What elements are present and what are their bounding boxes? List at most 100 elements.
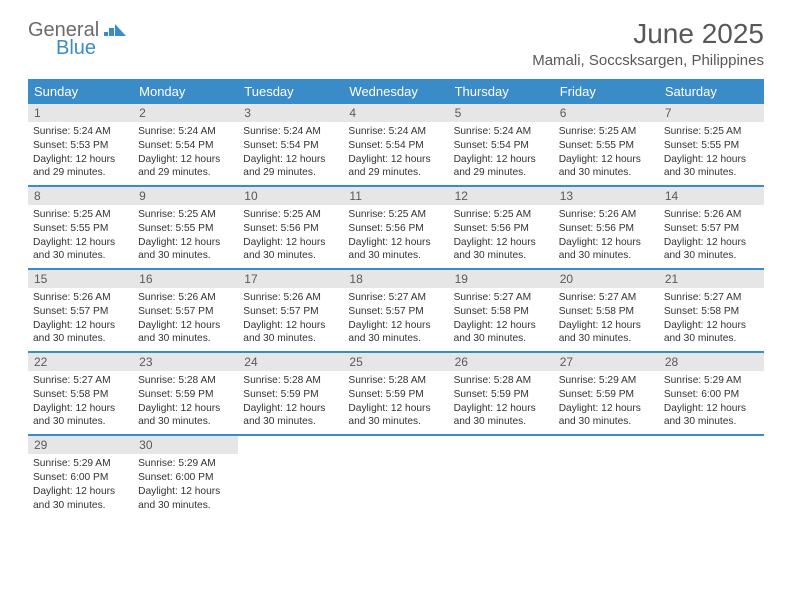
week-row: 1Sunrise: 5:24 AMSunset: 5:53 PMDaylight… bbox=[28, 104, 764, 187]
day-number: 20 bbox=[554, 270, 659, 288]
day-number: 30 bbox=[133, 436, 238, 454]
day-body: Sunrise: 5:25 AMSunset: 5:56 PMDaylight:… bbox=[449, 205, 554, 268]
day-number: 3 bbox=[238, 104, 343, 122]
day-header: Wednesday bbox=[343, 79, 448, 104]
day-body: Sunrise: 5:26 AMSunset: 5:57 PMDaylight:… bbox=[28, 288, 133, 351]
day-body: Sunrise: 5:24 AMSunset: 5:54 PMDaylight:… bbox=[343, 122, 448, 185]
day-body: Sunrise: 5:24 AMSunset: 5:54 PMDaylight:… bbox=[133, 122, 238, 185]
day-header: Saturday bbox=[659, 79, 764, 104]
day-body: Sunrise: 5:25 AMSunset: 5:55 PMDaylight:… bbox=[659, 122, 764, 185]
day-body: Sunrise: 5:25 AMSunset: 5:55 PMDaylight:… bbox=[28, 205, 133, 268]
day-cell: 28Sunrise: 5:29 AMSunset: 6:00 PMDayligh… bbox=[659, 353, 764, 434]
day-number: 25 bbox=[343, 353, 448, 371]
day-cell: 8Sunrise: 5:25 AMSunset: 5:55 PMDaylight… bbox=[28, 187, 133, 268]
day-body: Sunrise: 5:29 AMSunset: 6:00 PMDaylight:… bbox=[659, 371, 764, 434]
day-cell: 5Sunrise: 5:24 AMSunset: 5:54 PMDaylight… bbox=[449, 104, 554, 185]
empty-cell bbox=[449, 436, 554, 517]
day-cell: 23Sunrise: 5:28 AMSunset: 5:59 PMDayligh… bbox=[133, 353, 238, 434]
day-cell: 22Sunrise: 5:27 AMSunset: 5:58 PMDayligh… bbox=[28, 353, 133, 434]
day-cell: 15Sunrise: 5:26 AMSunset: 5:57 PMDayligh… bbox=[28, 270, 133, 351]
day-cell: 4Sunrise: 5:24 AMSunset: 5:54 PMDaylight… bbox=[343, 104, 448, 185]
day-cell: 10Sunrise: 5:25 AMSunset: 5:56 PMDayligh… bbox=[238, 187, 343, 268]
day-number: 18 bbox=[343, 270, 448, 288]
day-cell: 13Sunrise: 5:26 AMSunset: 5:56 PMDayligh… bbox=[554, 187, 659, 268]
day-number: 22 bbox=[28, 353, 133, 371]
day-number: 8 bbox=[28, 187, 133, 205]
day-cell: 16Sunrise: 5:26 AMSunset: 5:57 PMDayligh… bbox=[133, 270, 238, 351]
day-number: 10 bbox=[238, 187, 343, 205]
day-header: Friday bbox=[554, 79, 659, 104]
day-number: 16 bbox=[133, 270, 238, 288]
week-row: 15Sunrise: 5:26 AMSunset: 5:57 PMDayligh… bbox=[28, 270, 764, 353]
day-body: Sunrise: 5:24 AMSunset: 5:53 PMDaylight:… bbox=[28, 122, 133, 185]
day-body: Sunrise: 5:29 AMSunset: 6:00 PMDaylight:… bbox=[28, 454, 133, 517]
day-cell: 26Sunrise: 5:28 AMSunset: 5:59 PMDayligh… bbox=[449, 353, 554, 434]
day-body: Sunrise: 5:26 AMSunset: 5:57 PMDaylight:… bbox=[133, 288, 238, 351]
day-body: Sunrise: 5:28 AMSunset: 5:59 PMDaylight:… bbox=[343, 371, 448, 434]
day-number: 11 bbox=[343, 187, 448, 205]
day-number: 23 bbox=[133, 353, 238, 371]
day-number: 1 bbox=[28, 104, 133, 122]
day-number: 28 bbox=[659, 353, 764, 371]
day-cell: 20Sunrise: 5:27 AMSunset: 5:58 PMDayligh… bbox=[554, 270, 659, 351]
day-number: 29 bbox=[28, 436, 133, 454]
day-body: Sunrise: 5:25 AMSunset: 5:56 PMDaylight:… bbox=[238, 205, 343, 268]
title-block: June 2025 Mamali, Soccsksargen, Philippi… bbox=[532, 18, 764, 69]
day-body: Sunrise: 5:26 AMSunset: 5:57 PMDaylight:… bbox=[238, 288, 343, 351]
day-cell: 29Sunrise: 5:29 AMSunset: 6:00 PMDayligh… bbox=[28, 436, 133, 517]
logo-bars-icon bbox=[104, 22, 126, 39]
calendar: SundayMondayTuesdayWednesdayThursdayFrid… bbox=[28, 79, 764, 517]
day-cell: 17Sunrise: 5:26 AMSunset: 5:57 PMDayligh… bbox=[238, 270, 343, 351]
location-label: Mamali, Soccsksargen, Philippines bbox=[532, 52, 764, 69]
day-body: Sunrise: 5:28 AMSunset: 5:59 PMDaylight:… bbox=[449, 371, 554, 434]
day-body: Sunrise: 5:27 AMSunset: 5:58 PMDaylight:… bbox=[28, 371, 133, 434]
day-body: Sunrise: 5:24 AMSunset: 5:54 PMDaylight:… bbox=[238, 122, 343, 185]
day-cell: 2Sunrise: 5:24 AMSunset: 5:54 PMDaylight… bbox=[133, 104, 238, 185]
day-cell: 3Sunrise: 5:24 AMSunset: 5:54 PMDaylight… bbox=[238, 104, 343, 185]
day-number: 2 bbox=[133, 104, 238, 122]
empty-cell bbox=[554, 436, 659, 517]
empty-cell bbox=[343, 436, 448, 517]
day-number: 26 bbox=[449, 353, 554, 371]
day-cell: 1Sunrise: 5:24 AMSunset: 5:53 PMDaylight… bbox=[28, 104, 133, 185]
day-body: Sunrise: 5:25 AMSunset: 5:55 PMDaylight:… bbox=[133, 205, 238, 268]
day-cell: 7Sunrise: 5:25 AMSunset: 5:55 PMDaylight… bbox=[659, 104, 764, 185]
empty-cell bbox=[659, 436, 764, 517]
day-number: 6 bbox=[554, 104, 659, 122]
day-header: Thursday bbox=[449, 79, 554, 104]
day-cell: 14Sunrise: 5:26 AMSunset: 5:57 PMDayligh… bbox=[659, 187, 764, 268]
day-number: 27 bbox=[554, 353, 659, 371]
day-cell: 11Sunrise: 5:25 AMSunset: 5:56 PMDayligh… bbox=[343, 187, 448, 268]
day-body: Sunrise: 5:25 AMSunset: 5:55 PMDaylight:… bbox=[554, 122, 659, 185]
day-body: Sunrise: 5:24 AMSunset: 5:54 PMDaylight:… bbox=[449, 122, 554, 185]
day-cell: 9Sunrise: 5:25 AMSunset: 5:55 PMDaylight… bbox=[133, 187, 238, 268]
day-cell: 21Sunrise: 5:27 AMSunset: 5:58 PMDayligh… bbox=[659, 270, 764, 351]
day-body: Sunrise: 5:27 AMSunset: 5:58 PMDaylight:… bbox=[554, 288, 659, 351]
day-header-row: SundayMondayTuesdayWednesdayThursdayFrid… bbox=[28, 79, 764, 104]
week-row: 8Sunrise: 5:25 AMSunset: 5:55 PMDaylight… bbox=[28, 187, 764, 270]
day-body: Sunrise: 5:28 AMSunset: 5:59 PMDaylight:… bbox=[133, 371, 238, 434]
day-cell: 18Sunrise: 5:27 AMSunset: 5:57 PMDayligh… bbox=[343, 270, 448, 351]
day-number: 21 bbox=[659, 270, 764, 288]
day-number: 13 bbox=[554, 187, 659, 205]
day-cell: 27Sunrise: 5:29 AMSunset: 5:59 PMDayligh… bbox=[554, 353, 659, 434]
logo-text-blue: Blue bbox=[56, 38, 126, 58]
day-body: Sunrise: 5:26 AMSunset: 5:57 PMDaylight:… bbox=[659, 205, 764, 268]
day-body: Sunrise: 5:26 AMSunset: 5:56 PMDaylight:… bbox=[554, 205, 659, 268]
day-number: 12 bbox=[449, 187, 554, 205]
day-number: 14 bbox=[659, 187, 764, 205]
logo: General Blue bbox=[28, 20, 126, 58]
day-cell: 25Sunrise: 5:28 AMSunset: 5:59 PMDayligh… bbox=[343, 353, 448, 434]
day-number: 7 bbox=[659, 104, 764, 122]
day-body: Sunrise: 5:27 AMSunset: 5:58 PMDaylight:… bbox=[659, 288, 764, 351]
day-number: 15 bbox=[28, 270, 133, 288]
day-body: Sunrise: 5:29 AMSunset: 6:00 PMDaylight:… bbox=[133, 454, 238, 517]
day-number: 24 bbox=[238, 353, 343, 371]
day-body: Sunrise: 5:25 AMSunset: 5:56 PMDaylight:… bbox=[343, 205, 448, 268]
page-title: June 2025 bbox=[532, 18, 764, 50]
day-number: 5 bbox=[449, 104, 554, 122]
day-number: 19 bbox=[449, 270, 554, 288]
day-cell: 6Sunrise: 5:25 AMSunset: 5:55 PMDaylight… bbox=[554, 104, 659, 185]
day-header: Sunday bbox=[28, 79, 133, 104]
day-cell: 19Sunrise: 5:27 AMSunset: 5:58 PMDayligh… bbox=[449, 270, 554, 351]
